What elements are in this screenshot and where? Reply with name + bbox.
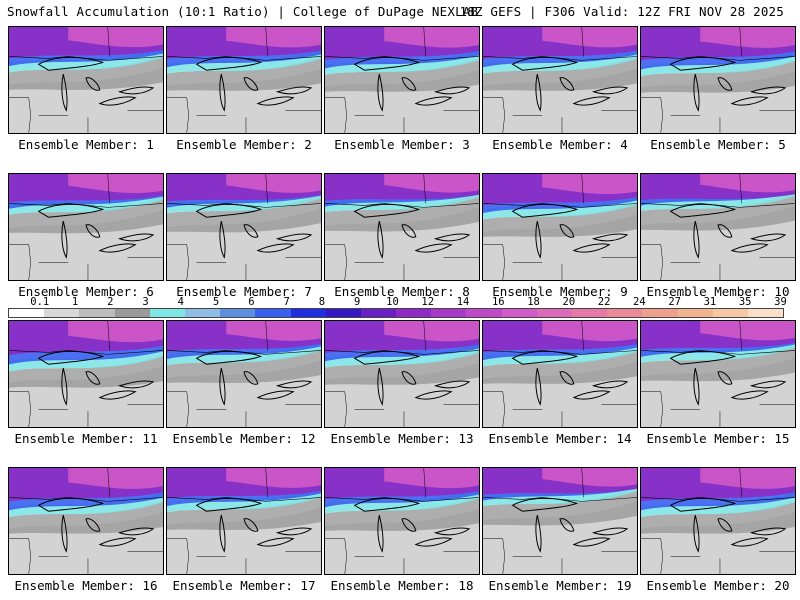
ensemble-map-panel bbox=[482, 467, 638, 575]
snowfall-colorbar bbox=[8, 308, 784, 318]
ensemble-map-panel bbox=[166, 320, 322, 428]
ensemble-member-label: Ensemble Member: 2 bbox=[176, 137, 312, 152]
colorbar-label: 22 bbox=[597, 296, 611, 308]
ensemble-map-panel bbox=[640, 173, 796, 281]
colorbar-label: 39 bbox=[774, 296, 787, 308]
colorbar-segment bbox=[255, 309, 291, 317]
model-valid-time: 18Z GEFS | F306 Valid: 12Z FRI NOV 28 20… bbox=[459, 4, 784, 19]
ensemble-map-panel bbox=[8, 320, 164, 428]
ensemble-member-label: Ensemble Member: 3 bbox=[334, 137, 470, 152]
colorbar-segment bbox=[44, 309, 80, 317]
ensemble-member-label: Ensemble Member: 15 bbox=[646, 431, 790, 446]
colorbar-label: 18 bbox=[527, 296, 540, 308]
colorbar-segment bbox=[572, 309, 608, 317]
ensemble-member-label: Ensemble Member: 6 bbox=[18, 284, 154, 299]
colorbar-label: 12 bbox=[421, 296, 435, 308]
colorbar-segment bbox=[79, 309, 115, 317]
colorbar-segment bbox=[360, 309, 397, 317]
ensemble-member-label: Ensemble Member: 1 bbox=[18, 137, 154, 152]
ensemble-member-label: Ensemble Member: 8 bbox=[334, 284, 470, 299]
colorbar-label: 5 bbox=[212, 296, 220, 308]
ensemble-map-panel bbox=[166, 173, 322, 281]
ensemble-member-label: Ensemble Member: 16 bbox=[14, 578, 158, 593]
colorbar-segment bbox=[431, 309, 467, 317]
ensemble-map-panel bbox=[8, 467, 164, 575]
ensemble-map-panel bbox=[482, 320, 638, 428]
ensemble-member-label: Ensemble Member: 13 bbox=[330, 431, 474, 446]
colorbar-segment bbox=[114, 309, 150, 317]
colorbar-label: 10 bbox=[386, 296, 399, 308]
ensemble-member-label: Ensemble Member: 4 bbox=[492, 137, 628, 152]
colorbar-label: 8 bbox=[318, 296, 326, 308]
ensemble-map-panel bbox=[8, 26, 164, 134]
colorbar-segment bbox=[149, 309, 185, 317]
colorbar-label: 6 bbox=[248, 296, 255, 308]
ensemble-map-panel bbox=[324, 173, 480, 281]
colorbar-segment bbox=[220, 309, 256, 317]
map-title: Snowfall Accumulation (10:1 Ratio) | Col… bbox=[7, 4, 479, 19]
ensemble-member-label: Ensemble Member: 10 bbox=[646, 284, 790, 299]
ensemble-member-label: Ensemble Member: 12 bbox=[172, 431, 316, 446]
ensemble-member-label: Ensemble Member: 20 bbox=[646, 578, 790, 593]
ensemble-map-panel bbox=[640, 26, 796, 134]
colorbar-segment bbox=[607, 309, 643, 317]
ensemble-map-panel bbox=[166, 467, 322, 575]
colorbar-label: 4 bbox=[177, 296, 184, 308]
colorbar-segment bbox=[712, 309, 748, 317]
colorbar-label: 20 bbox=[562, 296, 576, 308]
ensemble-map-panel bbox=[166, 26, 322, 134]
colorbar-label: 27 bbox=[668, 296, 681, 308]
colorbar-segment bbox=[290, 309, 326, 317]
colorbar-label: 35 bbox=[738, 296, 752, 308]
colorbar-label: 7 bbox=[283, 296, 290, 308]
ensemble-member-label: Ensemble Member: 7 bbox=[176, 284, 312, 299]
colorbar-segment bbox=[325, 309, 361, 317]
colorbar-label: 31 bbox=[703, 296, 717, 308]
ensemble-map-panel bbox=[324, 26, 480, 134]
ensemble-map-panel bbox=[482, 26, 638, 134]
ensemble-member-label: Ensemble Member: 18 bbox=[330, 578, 474, 593]
ensemble-map-panel bbox=[324, 320, 480, 428]
colorbar-segment bbox=[466, 309, 502, 317]
ensemble-member-label: Ensemble Member: 9 bbox=[492, 284, 628, 299]
colorbar-label: 0.1 bbox=[30, 296, 50, 308]
colorbar-label: 2 bbox=[107, 296, 114, 308]
colorbar-segment bbox=[747, 309, 784, 317]
ensemble-member-label: Ensemble Member: 11 bbox=[14, 431, 158, 446]
ensemble-member-label: Ensemble Member: 14 bbox=[488, 431, 632, 446]
ensemble-member-label: Ensemble Member: 17 bbox=[172, 578, 316, 593]
ensemble-map-panel bbox=[482, 173, 638, 281]
ensemble-member-label: Ensemble Member: 19 bbox=[488, 578, 632, 593]
colorbar-label: 16 bbox=[491, 296, 505, 308]
colorbar-labels: 0.1 1 2 3 4 5 6 7 8 9 10 12 14 16 18 20 22 24 27 31 35 39 bbox=[8, 296, 787, 308]
ensemble-map-panel bbox=[8, 173, 164, 281]
colorbar-label: 3 bbox=[142, 296, 149, 308]
ensemble-map-panel bbox=[640, 320, 796, 428]
colorbar-segment bbox=[9, 309, 45, 317]
colorbar-segment bbox=[184, 309, 221, 317]
colorbar-segment bbox=[396, 309, 432, 317]
colorbar-segment bbox=[677, 309, 713, 317]
colorbar-label: 1 bbox=[71, 296, 79, 308]
ensemble-map-panel bbox=[324, 467, 480, 575]
colorbar-label: 24 bbox=[633, 296, 646, 308]
colorbar-segment bbox=[536, 309, 572, 317]
colorbar-segment bbox=[501, 309, 537, 317]
ensemble-member-label: Ensemble Member: 5 bbox=[650, 137, 786, 152]
colorbar-segment bbox=[642, 309, 678, 317]
colorbar-label: 9 bbox=[354, 296, 361, 308]
ensemble-map-panel bbox=[640, 467, 796, 575]
colorbar-label: 14 bbox=[456, 296, 470, 308]
